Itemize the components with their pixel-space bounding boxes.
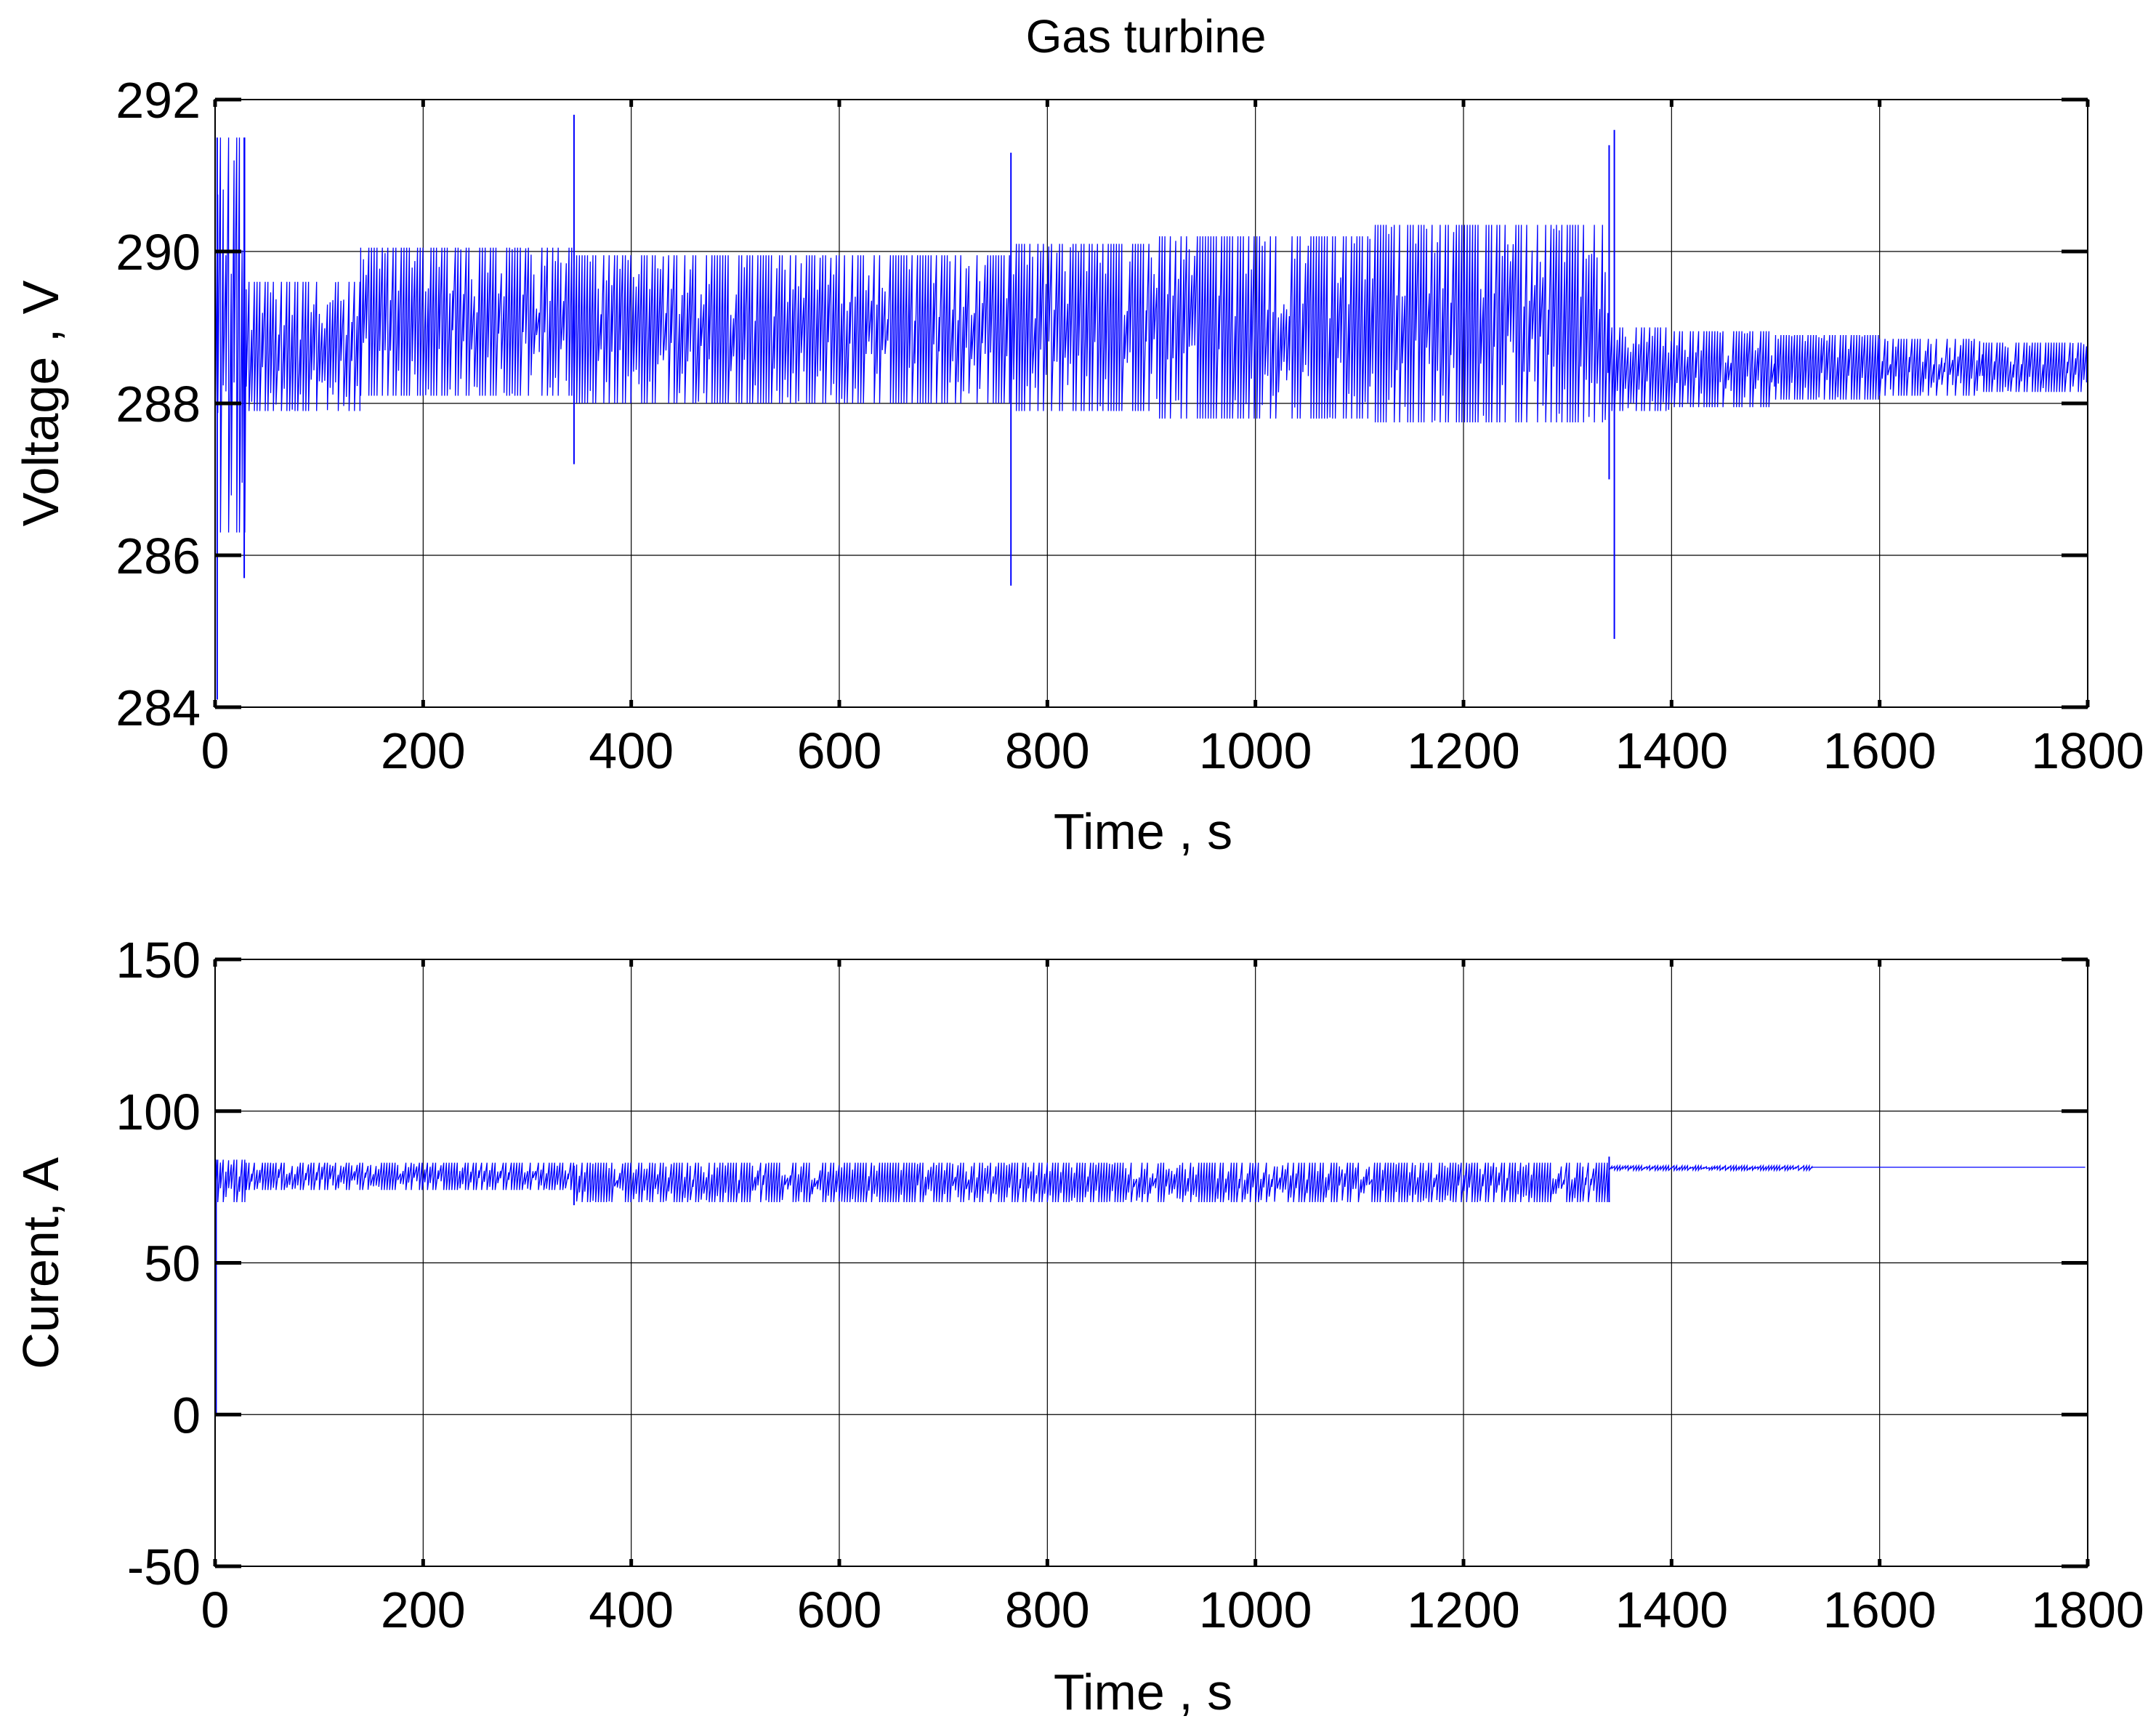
tick-marks <box>213 97 2090 709</box>
x-tick-label: 200 <box>381 722 466 779</box>
x-tick-label: 1000 <box>1199 1582 1312 1638</box>
y-tick-label: 288 <box>116 376 201 432</box>
voltage-chart: Gas turbine 0 200 400 600 800 1000 1200 1400 160… <box>12 10 2144 860</box>
x-tick-label: 1200 <box>1407 722 1520 779</box>
x-tick-label: 400 <box>589 1582 674 1638</box>
y-tick-label: 150 <box>116 932 201 988</box>
x-tick-labels: 0 200 400 600 800 1000 1200 1400 1600 1800 <box>201 722 2144 779</box>
x-tick-label: 1800 <box>2031 722 2144 779</box>
x-tick-label: 1600 <box>1823 722 1937 779</box>
y-tick-label: 292 <box>116 72 201 129</box>
current-series <box>214 1156 2086 1415</box>
x-tick-label: 1600 <box>1823 1582 1937 1638</box>
y-tick-label: 290 <box>116 224 201 281</box>
y-tick-label: 286 <box>116 528 201 584</box>
x-tick-label: 0 <box>201 1582 230 1638</box>
x-tick-label: 200 <box>381 1582 466 1638</box>
y-axis-label: Voltage , V <box>12 280 69 526</box>
current-chart: 0 200 400 600 800 1000 1200 1400 1600 1800 -50050… <box>12 932 2144 1720</box>
y-tick-labels: 284 286 288 290 292 <box>116 72 201 736</box>
x-tick-label: 400 <box>589 722 674 779</box>
series-line <box>214 1159 2086 1203</box>
y-tick-label: 50 <box>144 1236 201 1292</box>
x-axis-label: Time , s <box>1054 1664 1232 1720</box>
series-line <box>214 137 2087 533</box>
x-tick-label: 1800 <box>2031 1582 2144 1638</box>
x-tick-label: 0 <box>201 722 230 779</box>
x-tick-label: 600 <box>797 1582 882 1638</box>
y-tick-label: 100 <box>116 1084 201 1140</box>
voltage-series <box>214 114 2087 700</box>
x-tick-labels: 0 200 400 600 800 1000 1200 1400 1600 1800 <box>201 1582 2144 1638</box>
x-tick-label: 1400 <box>1615 722 1728 779</box>
x-tick-label: 1000 <box>1199 722 1312 779</box>
tick-marks <box>213 957 2090 1568</box>
x-tick-label: 800 <box>1005 1582 1090 1638</box>
x-tick-label: 1200 <box>1407 1582 1520 1638</box>
y-axis-label: Curent, A <box>12 1157 69 1369</box>
y-tick-labels: -50 0 50 100 150 <box>116 932 201 1595</box>
x-tick-label: 1400 <box>1615 1582 1728 1638</box>
x-tick-label: 600 <box>797 722 882 779</box>
chart-title: Gas turbine <box>1026 10 1267 63</box>
x-axis-label: Time , s <box>1054 803 1232 860</box>
y-tick-label: 284 <box>116 680 201 736</box>
y-tick-label: -50 <box>127 1539 201 1595</box>
x-tick-label: 800 <box>1005 722 1090 779</box>
y-tick-label: 0 <box>172 1387 201 1443</box>
